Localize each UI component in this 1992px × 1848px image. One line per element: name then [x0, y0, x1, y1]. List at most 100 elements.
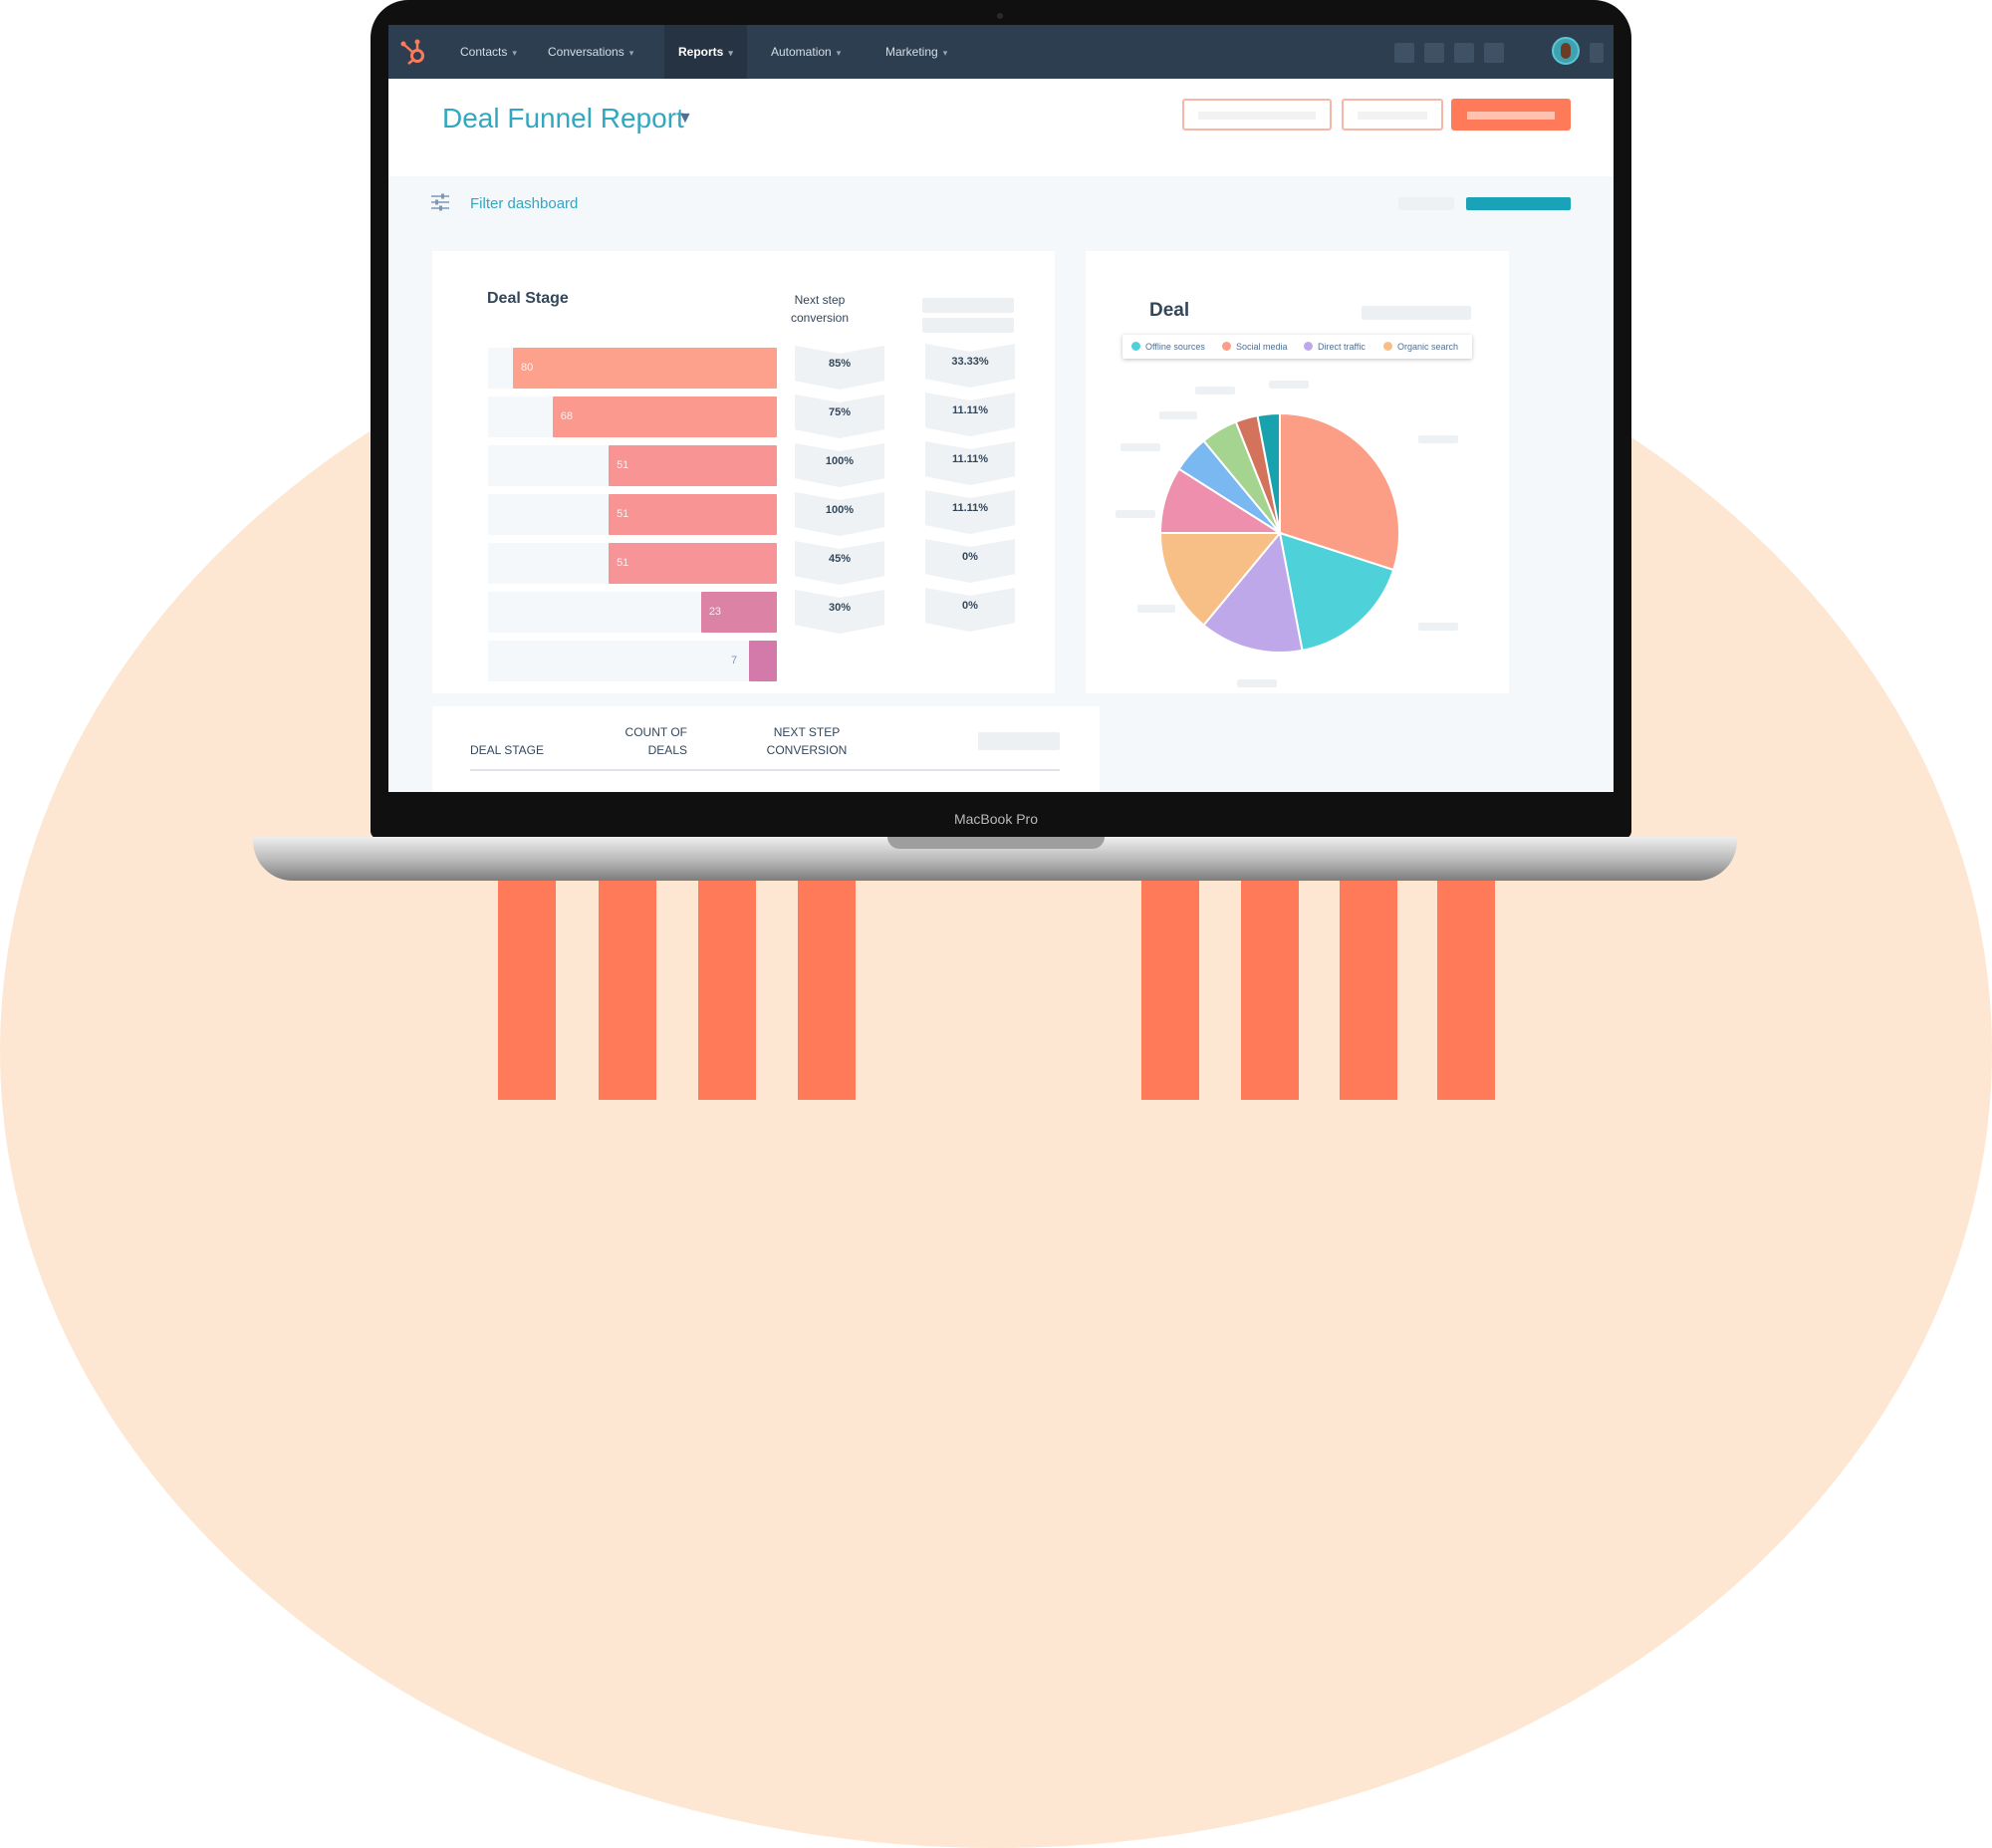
date-range-control-active[interactable]: [1466, 197, 1571, 210]
pie-label-placeholder: [1137, 605, 1175, 613]
rate-value: 11.11%: [951, 453, 989, 465]
rate-value: 11.11%: [951, 404, 989, 416]
sprocket-logo-icon[interactable]: [398, 37, 428, 67]
pie-slice[interactable]: [1256, 411, 1281, 534]
decorative-stripe: [1340, 879, 1397, 1100]
pie-label-placeholder: [1116, 510, 1155, 518]
decorative-stripe: [698, 879, 756, 1100]
legend-label: Offline sources: [1145, 342, 1205, 352]
chevron-down-icon: ▾: [942, 48, 948, 58]
chevron-down-icon: ▾: [728, 48, 733, 58]
conversion-chip: 75%: [795, 395, 884, 438]
funnel-bar-value: 80: [521, 362, 534, 374]
nav-label: Marketing: [885, 45, 938, 59]
pie-label-placeholder: [1195, 387, 1235, 395]
funnel-bar[interactable]: [700, 592, 777, 633]
header-action-button[interactable]: [1182, 99, 1332, 131]
camera-icon: [997, 13, 1003, 19]
header-action-button[interactable]: [1342, 99, 1443, 131]
pie-slice[interactable]: [1278, 531, 1395, 653]
laptop-notch: [887, 837, 1105, 849]
table-header-next-step-conversion[interactable]: NEXT STEP CONVERSION: [766, 725, 848, 757]
conversion-value: 100%: [825, 504, 855, 516]
legend-swatch: [1383, 342, 1392, 351]
funnel-bar[interactable]: [749, 641, 777, 681]
funnel-bar-value: 23: [708, 606, 722, 618]
pie-slice[interactable]: [1202, 530, 1304, 654]
chevron-down-icon: ▾: [512, 48, 517, 58]
funnel-bar-value: 51: [617, 508, 629, 520]
nav-automation[interactable]: Automation ▾: [757, 25, 855, 79]
filter-sliders-icon[interactable]: [430, 192, 450, 212]
table-header-count-of-deals[interactable]: COUNT OF DEALS: [624, 725, 687, 757]
table-header-deal-stage[interactable]: DEAL STAGE: [470, 743, 545, 757]
primary-action-button[interactable]: [1451, 99, 1571, 131]
funnel-bar[interactable]: [609, 543, 777, 584]
funnel-bar[interactable]: [609, 494, 777, 535]
legend-item[interactable]: Direct traffic: [1304, 335, 1366, 359]
conversion-value: 30%: [828, 602, 852, 614]
legend-item[interactable]: Offline sources: [1131, 335, 1205, 359]
pie-label-placeholder: [1120, 443, 1160, 451]
pie-chart: [1158, 411, 1400, 654]
device-label: MacBook Pro: [953, 811, 1039, 827]
conversion-value: 100%: [825, 455, 855, 467]
rate-value: 0%: [962, 600, 978, 612]
nav-utility-icon[interactable]: [1484, 43, 1504, 63]
rate-value: 11.11%: [951, 502, 989, 514]
nav-utility-icon[interactable]: [1454, 43, 1474, 63]
funnel-bar-value: 51: [617, 459, 629, 471]
top-navigation: Contacts ▾ Conversations ▾ Reports ▾ Automa…: [388, 25, 1614, 79]
table-divider: [470, 769, 1060, 771]
conversion-value: 85%: [828, 358, 852, 370]
nav-reports[interactable]: Reports ▾: [664, 25, 747, 79]
funnel-bar-value: 7: [731, 655, 738, 666]
app-screen: Contacts ▾ Conversations ▾ Reports ▾ Automa…: [388, 25, 1614, 792]
column-header-placeholder: [922, 318, 1014, 333]
nav-contacts[interactable]: Contacts ▾: [446, 25, 531, 79]
page-title: Deal Funnel Report: [442, 103, 684, 133]
table-header-placeholder: [978, 732, 1060, 750]
decorative-stripe: [599, 879, 656, 1100]
legend-label: Social media: [1236, 342, 1288, 352]
chevron-down-icon: ▾: [628, 48, 634, 58]
legend-item[interactable]: Organic search: [1383, 335, 1458, 359]
pie-label-placeholder: [1418, 435, 1458, 443]
decorative-stripe: [498, 879, 556, 1100]
filter-dashboard-link[interactable]: Filter dashboard: [470, 195, 579, 212]
legend-swatch: [1222, 342, 1231, 351]
date-range-control[interactable]: [1398, 197, 1454, 210]
decorative-stripe: [1241, 879, 1299, 1100]
funnel-bar-value: 68: [560, 410, 573, 422]
conversion-chip: 85%: [795, 346, 884, 390]
pie-legend: Offline sources Social media Direct traf…: [1122, 335, 1472, 359]
decorative-stripe: [1437, 879, 1495, 1100]
legend-label: Organic search: [1397, 342, 1459, 352]
rate-value: 33.33%: [951, 356, 989, 368]
nav-utility-icon[interactable]: [1424, 43, 1444, 63]
column-header-placeholder: [922, 298, 1014, 313]
legend-swatch: [1131, 342, 1140, 351]
nav-marketing[interactable]: Marketing ▾: [872, 25, 961, 79]
nav-utility-icon[interactable]: [1590, 43, 1604, 63]
caret-down-icon[interactable]: ▼: [677, 110, 693, 127]
nav-utility-icon[interactable]: [1394, 43, 1414, 63]
funnel-bar[interactable]: [552, 396, 777, 437]
funnel-bar[interactable]: [609, 445, 777, 486]
pie-slice[interactable]: [1158, 532, 1283, 627]
pie-label-placeholder: [1269, 381, 1309, 389]
nav-label: Reports: [678, 45, 724, 59]
nav-conversations[interactable]: Conversations ▾: [534, 25, 647, 79]
legend-item[interactable]: Social media: [1222, 335, 1288, 359]
funnel-bar-value: 51: [617, 557, 629, 569]
nav-label: Automation: [771, 45, 832, 59]
pie-slice[interactable]: [1279, 411, 1400, 572]
nav-label: Contacts: [460, 45, 508, 59]
avatar[interactable]: [1552, 37, 1580, 65]
funnel-bar[interactable]: [513, 348, 777, 389]
pie-label-placeholder: [1418, 623, 1458, 631]
next-step-conversion-header: Next step conversion: [790, 293, 850, 325]
funnel-row: [488, 641, 777, 681]
legend-swatch: [1304, 342, 1313, 351]
pie-label-placeholder: [1159, 411, 1197, 419]
